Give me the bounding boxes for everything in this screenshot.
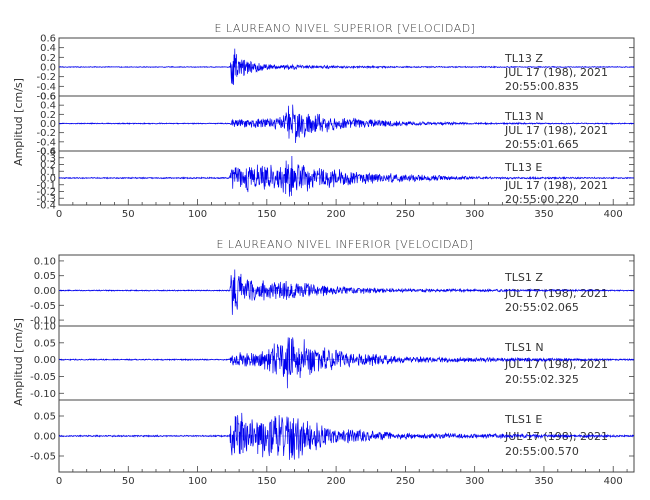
y-tick-label: -0.3 [36, 194, 56, 205]
station-label: TL13 Z [504, 52, 543, 65]
date-label: JUL 17 (198), 2021 [504, 358, 608, 371]
station-label: TL13 E [504, 161, 542, 174]
time-label: 20:55:00.835 [505, 80, 579, 93]
y-tick-label: 0.6 [40, 34, 56, 45]
y-tick-label: 0.4 [40, 147, 56, 158]
station-label: TLS1 N [504, 341, 544, 354]
bottom-panel-ylabel: Amplitud [cm/s] [12, 318, 25, 406]
y-tick-label: -0.10 [30, 316, 56, 327]
y-tick-label: 0.0 [40, 119, 56, 130]
y-tick-label: 0.2 [40, 53, 56, 64]
y-tick-label: 0.4 [40, 101, 56, 112]
y-tick-label: -0.6 [36, 92, 56, 103]
y-tick-label: 0.2 [40, 110, 56, 121]
x-tick-label: 400 [604, 209, 623, 220]
x-tick-label: 0 [56, 476, 62, 487]
y-tick-label: 0.3 [40, 153, 56, 164]
y-tick-label: -0.4 [36, 137, 56, 148]
y-tick-label: 0.1 [40, 167, 56, 178]
y-tick-label: 0.4 [40, 43, 56, 54]
station-label: TLS1 Z [504, 271, 543, 284]
trace-labels-tl13-z: TL13 Z JUL 17 (198), 2021 20:55:00.835 [504, 52, 608, 93]
x-tick-label: 150 [257, 476, 276, 487]
y-tick-label: 0.00 [34, 355, 56, 366]
y-tick-label: -0.05 [30, 372, 56, 383]
station-label: TL13 N [504, 110, 544, 123]
x-tick-label: 150 [257, 209, 276, 220]
x-tick-label: 200 [327, 209, 346, 220]
y-tick-label: -0.2 [36, 187, 56, 198]
x-tick-label: 200 [327, 476, 346, 487]
y-tick-label: 0.2 [40, 160, 56, 171]
y-tick-label: -0.4 [36, 201, 56, 212]
y-tick-label: -0.6 [36, 147, 56, 158]
x-tick-label: 350 [534, 476, 553, 487]
y-tick-label: 0.10 [34, 256, 56, 267]
x-tick-label: 250 [396, 209, 415, 220]
date-label: JUL 17 (198), 2021 [504, 124, 608, 137]
date-label: JUL 17 (198), 2021 [504, 287, 608, 300]
y-tick-label: -0.2 [36, 128, 56, 139]
top-panel-title: E LAUREANO NIVEL SUPERIOR [VELOCIDAD] [215, 22, 476, 35]
station-label: TLS1 E [504, 413, 542, 426]
x-tick-label: 350 [534, 209, 553, 220]
y-tick-label: 0.05 [34, 412, 56, 423]
time-label: 20:55:02.065 [505, 301, 579, 314]
y-tick-label: -0.2 [36, 72, 56, 83]
x-tick-label: 100 [188, 476, 207, 487]
y-tick-label: 0.05 [34, 271, 56, 282]
date-label: JUL 17 (198), 2021 [504, 66, 608, 79]
trace-labels-tls1-n: TLS1 N JUL 17 (198), 2021 20:55:02.325 [504, 341, 608, 386]
y-tick-label: -0.05 [30, 301, 56, 312]
x-tick-label: 0 [56, 209, 62, 220]
x-tick-label: 300 [465, 209, 484, 220]
x-tick-label: 400 [604, 476, 623, 487]
y-tick-label: -0.1 [36, 180, 56, 191]
bottom-panel-title: E LAUREANO NIVEL INFERIOR [VELOCIDAD] [216, 238, 473, 251]
x-tick-label: 50 [122, 209, 135, 220]
trace-labels-tls1-z: TLS1 Z JUL 17 (198), 2021 20:55:02.065 [504, 271, 608, 314]
y-tick-label: 0.00 [34, 286, 56, 297]
y-tick-label: -0.4 [36, 82, 56, 93]
x-tick-label: 100 [188, 209, 207, 220]
date-label: JUL 17 (198), 2021 [504, 179, 608, 192]
y-tick-label: 0.0 [40, 63, 56, 74]
x-tick-label: 50 [122, 476, 135, 487]
y-tick-label: 0.10 [34, 322, 56, 333]
trace-labels-tl13-e: TL13 E JUL 17 (198), 2021 20:55:00.220 [504, 161, 608, 206]
y-tick-label: 0.6 [40, 92, 56, 103]
y-tick-label: -0.05 [30, 452, 56, 463]
time-label: 20:55:00.220 [505, 193, 579, 206]
trace-labels-tl13-n: TL13 N JUL 17 (198), 2021 20:55:01.665 [504, 110, 608, 151]
x-tick-label: 250 [396, 476, 415, 487]
y-tick-label: 0.00 [34, 432, 56, 443]
time-label: 20:55:02.325 [505, 373, 579, 386]
chart-marks: 0 50 100 150 200 250 300 350 4000.60.40.20.0-0.2… [30, 34, 635, 487]
y-tick-label: -0.10 [30, 389, 56, 400]
y-tick-label: 0.05 [34, 338, 56, 349]
time-label: 20:55:01.665 [505, 138, 579, 151]
y-tick-label: 0.0 [40, 174, 56, 185]
top-panel-ylabel: Amplitud [cm/s] [12, 78, 25, 166]
time-label: 20:55:00.570 [505, 445, 579, 458]
x-tick-label: 300 [465, 476, 484, 487]
